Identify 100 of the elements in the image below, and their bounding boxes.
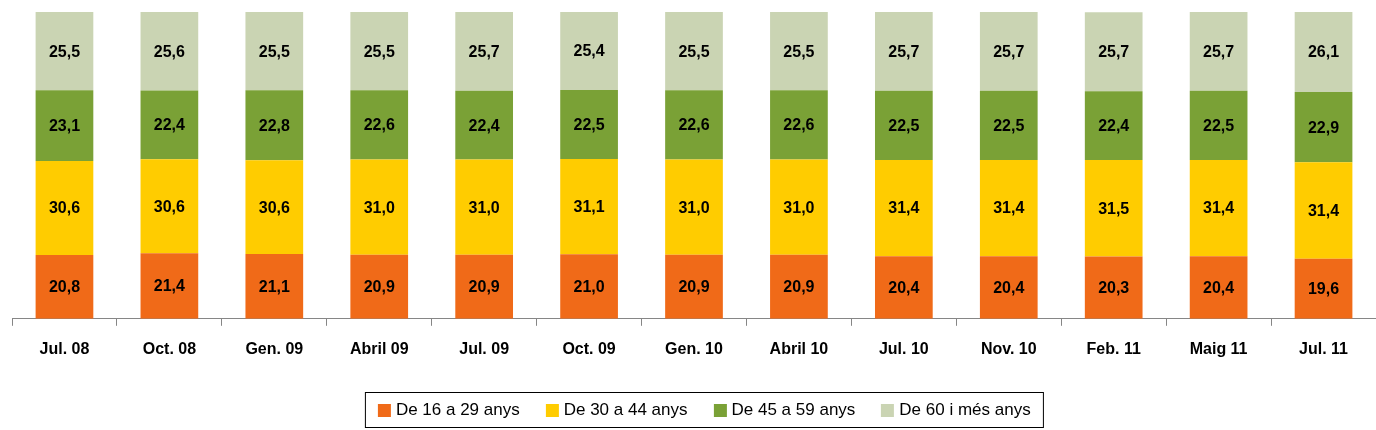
data-label: 25,5 (678, 42, 710, 60)
data-label: 22,4 (1098, 116, 1130, 134)
bar (455, 12, 514, 91)
bar (1189, 159, 1248, 257)
bar (1189, 90, 1248, 160)
bar (979, 90, 1038, 160)
data-label: 20,9 (783, 278, 815, 296)
bar (140, 90, 199, 160)
bar (874, 12, 933, 91)
data-label: 26,1 (1307, 43, 1340, 61)
data-label: 22,6 (783, 116, 815, 134)
data-label: 21,0 (573, 277, 605, 295)
bar (874, 159, 933, 257)
x-tick-label: Abril 10 (769, 339, 829, 357)
bar (350, 159, 409, 255)
legend-label: De 60 i més anys (899, 400, 1031, 420)
bar (560, 12, 618, 90)
x-tick-label: Oct. 09 (562, 339, 616, 357)
data-label: 25,7 (1098, 43, 1130, 61)
bar (455, 90, 514, 160)
data-label: 22,4 (468, 116, 500, 134)
bar (455, 159, 514, 255)
bar (350, 12, 409, 91)
bar (665, 254, 723, 319)
data-label: 30,6 (153, 197, 186, 215)
data-label: 20,9 (678, 278, 710, 296)
bar (665, 12, 723, 91)
x-tick-label: Jul. 10 (878, 339, 929, 357)
bar (140, 12, 199, 91)
data-label: 20,8 (48, 278, 81, 296)
data-label: 30,6 (258, 198, 290, 216)
data-label: 25,7 (468, 42, 500, 60)
x-tick-label: Jul. 08 (39, 339, 90, 357)
bar (35, 90, 94, 162)
data-label: 25,5 (783, 42, 815, 60)
data-label: 31,4 (993, 199, 1025, 217)
bar (770, 90, 828, 160)
bar (770, 159, 828, 255)
data-label: 25,7 (1203, 42, 1235, 60)
x-tick-label: Gen. 09 (245, 339, 304, 357)
x-tick-label: Abril 09 (349, 339, 409, 357)
data-label: 20,9 (468, 278, 500, 296)
data-label: 30,6 (48, 199, 81, 217)
x-tick-label: Nov. 10 (980, 339, 1037, 357)
data-label: 25,5 (363, 42, 395, 60)
bar (1294, 162, 1353, 259)
data-label: 21,4 (153, 277, 186, 295)
data-label: 25,4 (573, 42, 605, 60)
data-label: 21,1 (258, 277, 290, 295)
data-label: 20,9 (363, 278, 395, 296)
bar (350, 254, 409, 319)
data-label: 22,5 (888, 116, 920, 134)
bar (245, 90, 304, 161)
bar (245, 254, 304, 319)
x-tick-label: Feb. 11 (1086, 339, 1141, 357)
x-tick-label: Jul. 11 (1299, 339, 1349, 357)
data-label: 20,4 (888, 278, 920, 296)
data-label: 31,1 (573, 198, 605, 216)
legend-label: De 16 a 29 anys (395, 400, 520, 420)
bar (1084, 12, 1143, 92)
data-label: 25,5 (48, 42, 81, 60)
data-label: 22,8 (258, 116, 290, 134)
bar (874, 256, 933, 319)
bar (770, 254, 828, 319)
data-label: 25,6 (153, 42, 186, 60)
bar (1189, 12, 1248, 91)
data-label: 22,5 (993, 116, 1025, 134)
data-label: 25,7 (993, 42, 1025, 60)
bar (665, 90, 723, 160)
bar (979, 159, 1038, 257)
bar (874, 90, 933, 160)
data-label: 20,3 (1098, 279, 1130, 297)
data-label: 31,0 (468, 198, 500, 216)
bar (35, 161, 94, 255)
bar (770, 12, 828, 91)
legend-label: De 45 a 59 anys (731, 400, 856, 420)
data-label: 20,4 (1203, 278, 1235, 296)
bar (245, 160, 304, 255)
bar (560, 89, 618, 159)
bar (455, 254, 514, 319)
bar (350, 90, 409, 160)
data-label: 22,5 (1203, 116, 1235, 134)
data-label: 31,0 (783, 198, 815, 216)
data-label: 25,7 (888, 42, 920, 60)
data-label: 22,6 (363, 116, 395, 134)
data-label: 31,5 (1098, 199, 1130, 217)
bar (1189, 256, 1248, 319)
x-tick-label: Oct. 08 (142, 339, 197, 357)
x-tick-label: Maig 11 (1189, 339, 1248, 357)
data-label: 23,1 (48, 117, 81, 135)
bar (1084, 159, 1143, 257)
bar (560, 158, 618, 255)
bar (1294, 92, 1353, 163)
legend-label: De 30 a 44 anys (563, 400, 688, 420)
bar (1084, 256, 1143, 319)
bar (35, 254, 94, 319)
bar (1294, 12, 1353, 93)
bar (979, 12, 1038, 91)
bar (140, 159, 199, 254)
bar (665, 159, 723, 255)
